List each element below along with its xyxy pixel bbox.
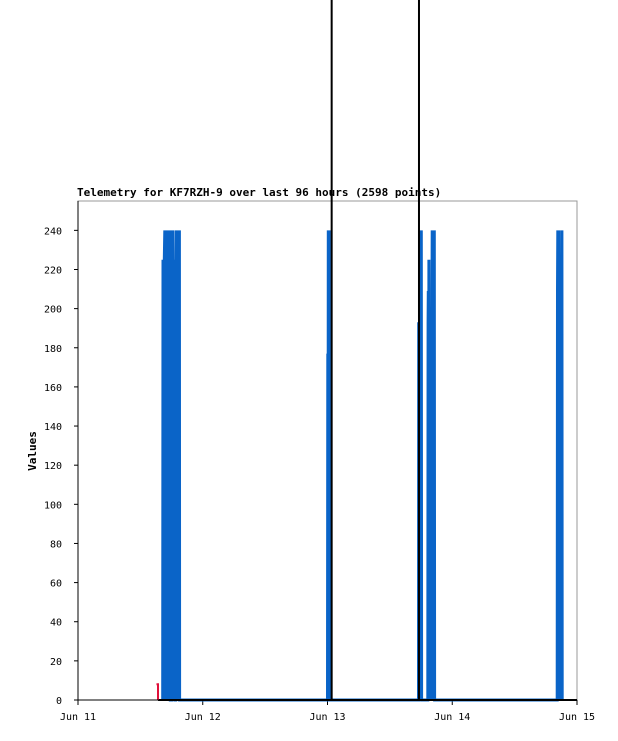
- x-tick-label: Jun 13: [309, 712, 345, 723]
- x-tick-label: Jun 15: [559, 712, 595, 723]
- y-tick-label: 60: [50, 579, 62, 590]
- x-tick-label: Jun 14: [434, 712, 470, 723]
- y-tick-label: 160: [44, 383, 62, 394]
- marker-series-line: [156, 683, 159, 700]
- y-tick-label: 200: [44, 305, 62, 316]
- y-tick-label: 80: [50, 539, 62, 550]
- y-tick-label: 40: [50, 618, 62, 629]
- y-tick-label: 180: [44, 344, 62, 355]
- y-axis-label: Values: [26, 431, 39, 471]
- y-tick-label: 220: [44, 265, 62, 276]
- y-tick-label: 240: [44, 226, 62, 237]
- chart-title: Telemetry for KF7RZH-9 over last 96 hour…: [77, 186, 441, 199]
- y-tick-label: 120: [44, 461, 62, 472]
- y-tick-label: 20: [50, 657, 62, 668]
- data-series-line: [161, 230, 564, 702]
- y-tick-label: 140: [44, 422, 62, 433]
- x-tick-label: Jun 11: [60, 712, 96, 723]
- x-tick-label: Jun 12: [185, 712, 221, 723]
- y-tick-label: 100: [44, 500, 62, 511]
- plot-area: 0 20 40 60 80 100 120 140 160 180 200 220 240 Jun 11 J…: [44, 0, 595, 723]
- y-tick-label: 0: [56, 696, 62, 707]
